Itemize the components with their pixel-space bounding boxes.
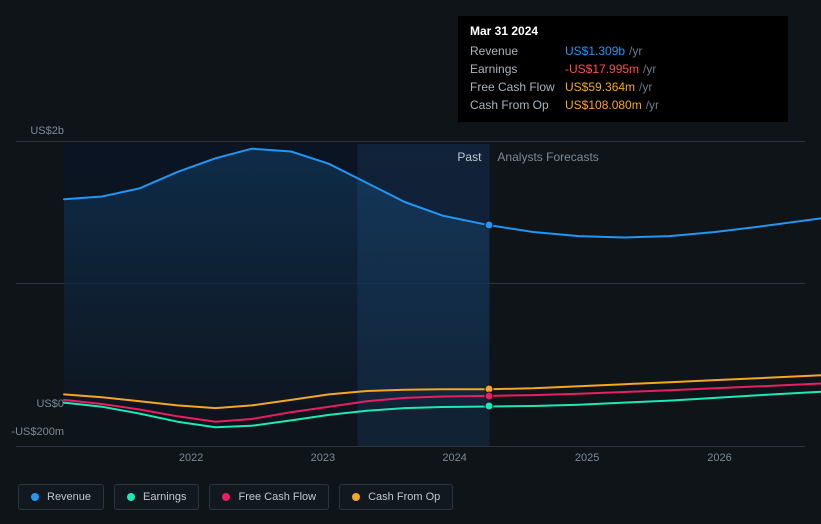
tooltip-date: Mar 31 2024 bbox=[470, 24, 776, 38]
tooltip-row-unit: /yr bbox=[639, 80, 652, 94]
forecast-label: Analysts Forecasts bbox=[497, 150, 598, 164]
tooltip: Mar 31 2024 RevenueUS$1.309b/yrEarnings-… bbox=[458, 16, 788, 122]
chart-svg bbox=[64, 144, 821, 446]
tooltip-row-unit: /yr bbox=[629, 44, 642, 58]
y-axis-label: US$0 bbox=[36, 398, 64, 410]
legend-item-revenue[interactable]: Revenue bbox=[18, 484, 104, 510]
chart-marker-free_cash_flow bbox=[485, 391, 494, 400]
x-axis-label: 2024 bbox=[442, 452, 466, 464]
legend-item-earnings[interactable]: Earnings bbox=[114, 484, 199, 510]
legend-label: Earnings bbox=[143, 491, 186, 503]
x-axis-label: 2025 bbox=[575, 452, 599, 464]
tooltip-row-value: -US$17.995m bbox=[565, 62, 639, 76]
x-axis-label: 2022 bbox=[179, 452, 203, 464]
legend-label: Revenue bbox=[47, 491, 91, 503]
chart-container: US$2b US$0 -US$200m Past Analysts Foreca… bbox=[16, 0, 805, 470]
tooltip-row-label: Cash From Op bbox=[470, 98, 565, 112]
y-axis-label: US$2b bbox=[30, 125, 64, 137]
legend: Revenue Earnings Free Cash Flow Cash From O… bbox=[18, 484, 453, 510]
tooltip-row: Free Cash FlowUS$59.364m/yr bbox=[470, 78, 776, 96]
tooltip-row: RevenueUS$1.309b/yr bbox=[470, 42, 776, 60]
legend-item-cash-from-op[interactable]: Cash From Op bbox=[339, 484, 453, 510]
legend-item-free-cash-flow[interactable]: Free Cash Flow bbox=[209, 484, 329, 510]
tooltip-row-unit: /yr bbox=[646, 98, 659, 112]
tooltip-row-label: Revenue bbox=[470, 44, 565, 58]
legend-dot-icon bbox=[31, 493, 39, 501]
tooltip-row: Cash From OpUS$108.080m/yr bbox=[470, 96, 776, 114]
x-axis-label: 2026 bbox=[707, 452, 731, 464]
chart-marker-revenue bbox=[485, 221, 494, 230]
tooltip-row: Earnings-US$17.995m/yr bbox=[470, 60, 776, 78]
legend-label: Free Cash Flow bbox=[238, 491, 316, 503]
tooltip-row-value: US$108.080m bbox=[565, 98, 642, 112]
y-axis-label: -US$200m bbox=[11, 426, 64, 438]
chart-marker-earnings bbox=[485, 402, 494, 411]
legend-dot-icon bbox=[127, 493, 135, 501]
tooltip-row-value: US$1.309b bbox=[565, 44, 625, 58]
gridline-top bbox=[16, 141, 805, 142]
legend-dot-icon bbox=[352, 493, 360, 501]
legend-dot-icon bbox=[222, 493, 230, 501]
tooltip-row-unit: /yr bbox=[643, 62, 656, 76]
plot-area[interactable] bbox=[64, 144, 821, 446]
past-label: Past bbox=[457, 150, 481, 164]
tooltip-row-value: US$59.364m bbox=[565, 80, 635, 94]
legend-label: Cash From Op bbox=[368, 491, 440, 503]
tooltip-row-label: Free Cash Flow bbox=[470, 80, 565, 94]
tooltip-row-label: Earnings bbox=[470, 62, 565, 76]
x-axis-label: 2023 bbox=[311, 452, 335, 464]
gridline-baseline bbox=[16, 446, 805, 447]
